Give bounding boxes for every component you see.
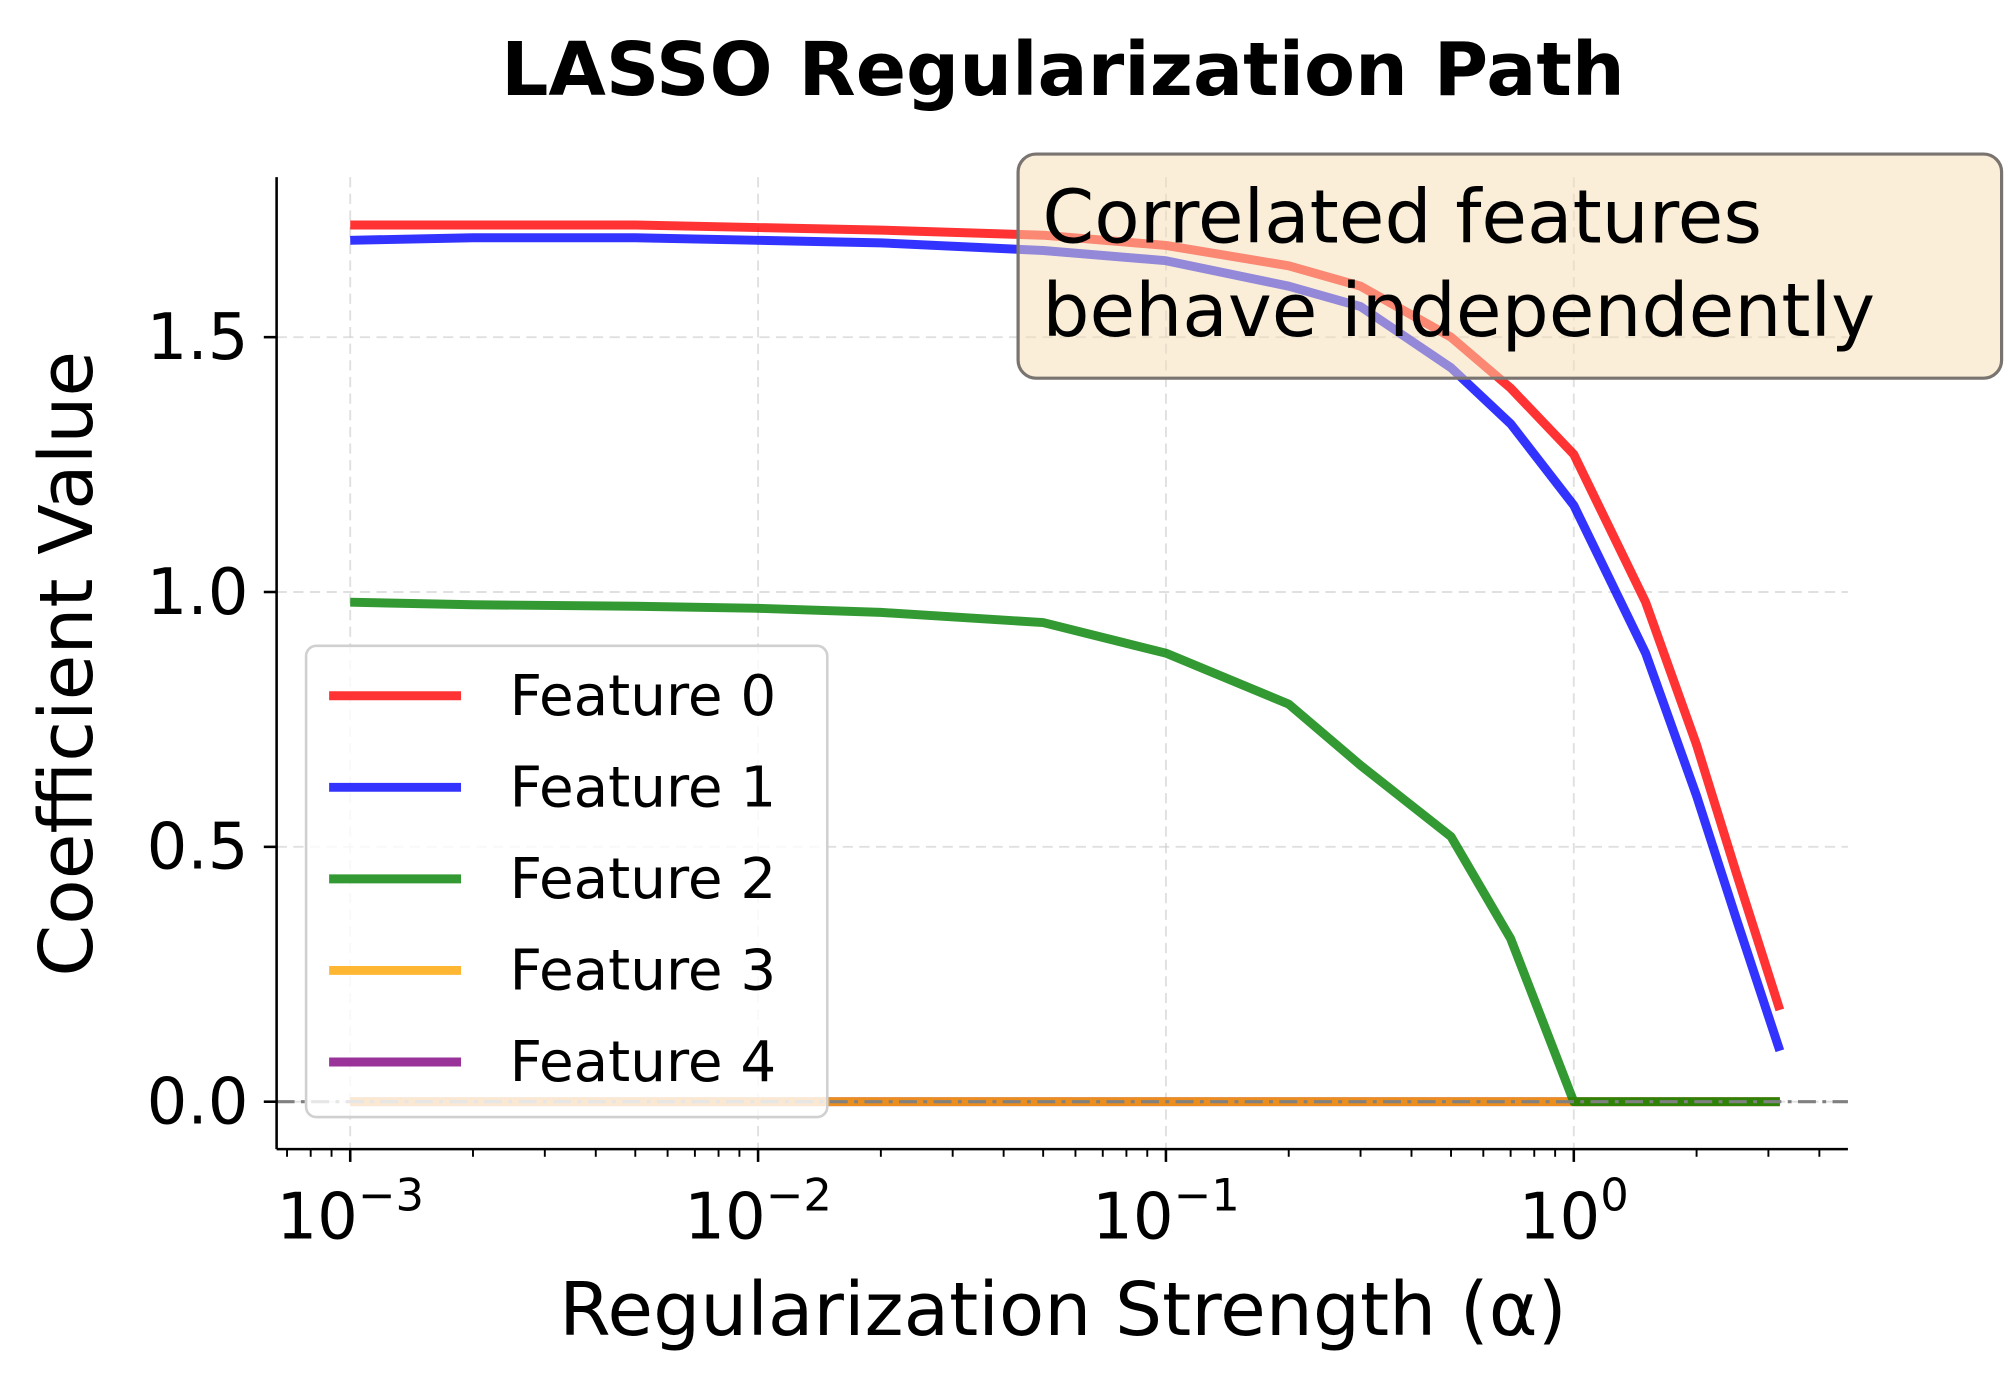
chart-title: LASSO Regularization Path (501, 26, 1625, 113)
y-tick-label: 0.5 (147, 811, 249, 885)
x-tick-label: 100 (1519, 1169, 1629, 1255)
x-tick-label: 10−3 (276, 1169, 424, 1255)
axes: 10−3 10−2 10−1 100 0.0 0.5 1.0 1.5 (147, 177, 1848, 1255)
legend-label: Feature 0 (510, 664, 777, 729)
legend: Feature 0 Feature 1 Feature 2 Feature 3 Feat… (304, 644, 829, 1119)
legend-label: Feature 1 (510, 756, 777, 821)
legend-label: Feature 3 (510, 939, 777, 1004)
y-axis-label: Coefficient Value (23, 351, 110, 977)
annotation-line-1: Correlated features (1042, 173, 1762, 260)
legend-label: Feature 2 (510, 847, 777, 912)
legend-label: Feature 4 (510, 1030, 777, 1095)
y-tick-label: 0.0 (147, 1065, 249, 1139)
x-tick-label: 10−1 (1092, 1169, 1240, 1255)
annotation-line-2: behave independently (1042, 267, 1875, 354)
annotation-box: Correlated features behave independently (1016, 152, 2004, 380)
y-tick-label: 1.0 (147, 556, 249, 630)
x-axis-label: Regularization Strength (α) (559, 1266, 1567, 1353)
x-tick-label: 10−2 (684, 1169, 832, 1255)
y-tick-label: 1.5 (147, 301, 249, 375)
